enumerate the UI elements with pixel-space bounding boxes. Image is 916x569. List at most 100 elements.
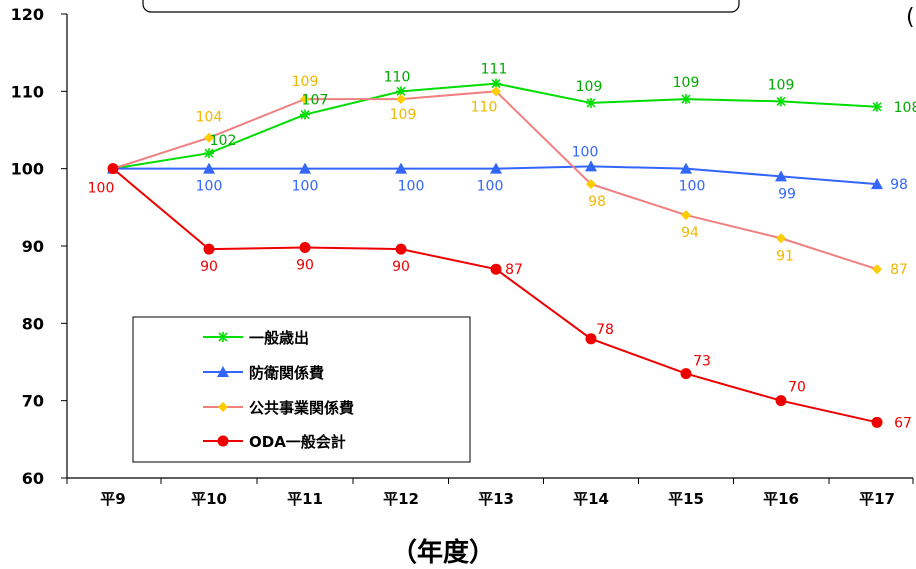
data-point <box>300 109 310 120</box>
data-point <box>872 264 882 275</box>
data-label: 109 <box>768 77 795 93</box>
data-point <box>300 94 310 105</box>
series-group <box>107 78 883 428</box>
data-label: 107 <box>302 93 329 109</box>
x-tick-label: 平10 <box>191 490 227 508</box>
data-point <box>871 416 883 428</box>
y-tick-label: 100 <box>11 160 44 179</box>
y-ticks: 60 70 80 90 100 110 120 <box>11 5 67 488</box>
series-4 <box>107 163 883 428</box>
y-tick-label: 70 <box>22 392 44 411</box>
x-tick-label: 平16 <box>763 490 799 508</box>
x-tick-label: 平13 <box>478 490 514 508</box>
data-label: 109 <box>292 74 319 90</box>
series-2 <box>107 160 883 190</box>
x-tick-label: 平9 <box>100 490 125 508</box>
data-label: 100 <box>679 179 706 195</box>
legend-item-3: 公共事業関係費 <box>203 399 354 417</box>
y-tick-label: 120 <box>11 5 44 24</box>
legend-label: 一般歳出 <box>249 329 309 347</box>
data-point <box>681 210 691 221</box>
data-point <box>775 395 787 407</box>
y-tick-label: 80 <box>22 314 44 333</box>
legend-marker <box>218 402 228 412</box>
data-point <box>586 97 596 108</box>
data-label: 98 <box>890 177 908 193</box>
data-label: 100 <box>292 179 319 195</box>
data-label: 87 <box>505 262 523 278</box>
data-label: 87 <box>890 262 908 278</box>
data-label: 90 <box>200 259 218 275</box>
data-point <box>776 233 786 244</box>
data-point <box>680 368 692 380</box>
x-tick-label: 平14 <box>573 490 609 508</box>
data-labels: 102 107 110 111 109 109 109 108 100 100 100 100 100 1… <box>88 62 916 432</box>
legend-label: 公共事業関係費 <box>249 399 354 417</box>
data-point <box>681 94 691 105</box>
data-label: 110 <box>384 69 411 85</box>
data-label: 100 <box>398 179 425 195</box>
data-label: 98 <box>588 194 606 210</box>
series-line <box>112 82 878 170</box>
data-label: 100 <box>572 144 599 160</box>
data-label: 102 <box>210 133 237 149</box>
x-axis-label: （年度） <box>391 537 495 568</box>
data-point <box>396 86 406 97</box>
data-label: 91 <box>776 248 794 264</box>
data-label: 73 <box>693 354 711 370</box>
data-label: 110 <box>471 99 498 115</box>
data-label: 100 <box>196 179 223 195</box>
data-point <box>299 242 311 254</box>
data-point <box>490 162 502 174</box>
data-point <box>491 86 501 97</box>
data-label: 67 <box>894 415 912 431</box>
data-point <box>585 160 597 172</box>
y-tick-label: 110 <box>11 82 44 101</box>
data-point <box>396 94 406 105</box>
data-label: 108 <box>894 100 916 116</box>
data-label: 111 <box>481 62 508 78</box>
title-frame <box>142 0 740 13</box>
data-point <box>395 243 407 255</box>
x-tick-label: 平15 <box>668 490 704 508</box>
data-point <box>871 178 883 190</box>
data-point <box>585 333 597 345</box>
data-label: 78 <box>596 322 614 338</box>
data-point <box>680 162 692 174</box>
x-tick-label: 平11 <box>287 490 323 508</box>
corner-paren: ( <box>906 5 915 30</box>
legend-item-4: ODA一般会計 <box>203 433 346 451</box>
data-label: 90 <box>296 258 314 274</box>
data-label: 109 <box>673 75 700 91</box>
legend-label: ODA一般会計 <box>249 433 346 451</box>
data-point <box>299 162 311 174</box>
data-point <box>107 163 119 175</box>
data-point <box>776 96 786 107</box>
y-tick-label: 60 <box>22 469 44 488</box>
x-ticks: 平9 平10 平11 平12 平13 平14 平15 平16 平17 <box>66 478 914 508</box>
data-label: 104 <box>196 110 223 126</box>
data-point <box>204 132 214 143</box>
data-point <box>204 148 214 159</box>
legend-box <box>132 316 471 463</box>
data-label: 90 <box>392 259 410 275</box>
legend-marker <box>217 435 229 447</box>
data-point <box>872 101 882 112</box>
y-tick-label: 90 <box>22 237 44 256</box>
data-point <box>203 162 215 174</box>
data-point <box>203 243 215 255</box>
x-tick-label: 平17 <box>859 490 895 508</box>
legend-label: 防衛関係費 <box>249 364 324 382</box>
data-label: 109 <box>576 79 603 95</box>
data-label: 109 <box>390 107 417 123</box>
data-point <box>586 179 596 190</box>
data-label: 100 <box>477 179 504 195</box>
data-label: 100 <box>88 181 115 197</box>
legend-item-2: 防衛関係費 <box>203 364 324 382</box>
legend-marker <box>217 366 229 377</box>
x-tick-label: 平12 <box>383 490 419 508</box>
data-label: 70 <box>788 380 806 396</box>
data-label: 99 <box>778 186 796 202</box>
legend-marker <box>218 332 228 342</box>
